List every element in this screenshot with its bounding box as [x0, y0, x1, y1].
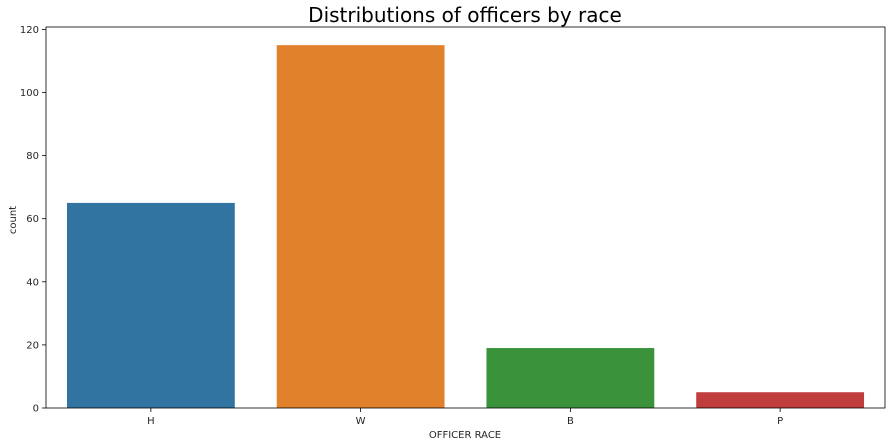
- plot-frame: [45, 26, 886, 409]
- y-tick-label: 120: [20, 25, 39, 36]
- x-axis-label: OFFICER RACE: [429, 430, 501, 441]
- y-tick-label: 0: [33, 404, 39, 415]
- y-tick-label: 100: [20, 88, 39, 99]
- y-tick-label: 20: [26, 340, 39, 351]
- bars-group: [66, 45, 865, 409]
- y-tick-label: 80: [26, 151, 39, 162]
- bar-W: [276, 45, 445, 409]
- y-axis-label: count: [8, 206, 19, 234]
- chart-title: Distributions of officers by race: [308, 3, 622, 27]
- bar-B: [486, 348, 655, 408]
- y-axis: 0 20 40 60 80 100 120: [20, 25, 46, 415]
- x-tick-label: H: [147, 416, 155, 427]
- x-tick-label: W: [356, 416, 366, 427]
- x-tick-label: B: [567, 416, 574, 427]
- x-tick-label: P: [777, 416, 783, 427]
- bar-P: [696, 392, 865, 408]
- y-tick-label: 40: [26, 277, 39, 288]
- y-tick-label: 60: [26, 214, 39, 225]
- bar-H: [66, 202, 235, 408]
